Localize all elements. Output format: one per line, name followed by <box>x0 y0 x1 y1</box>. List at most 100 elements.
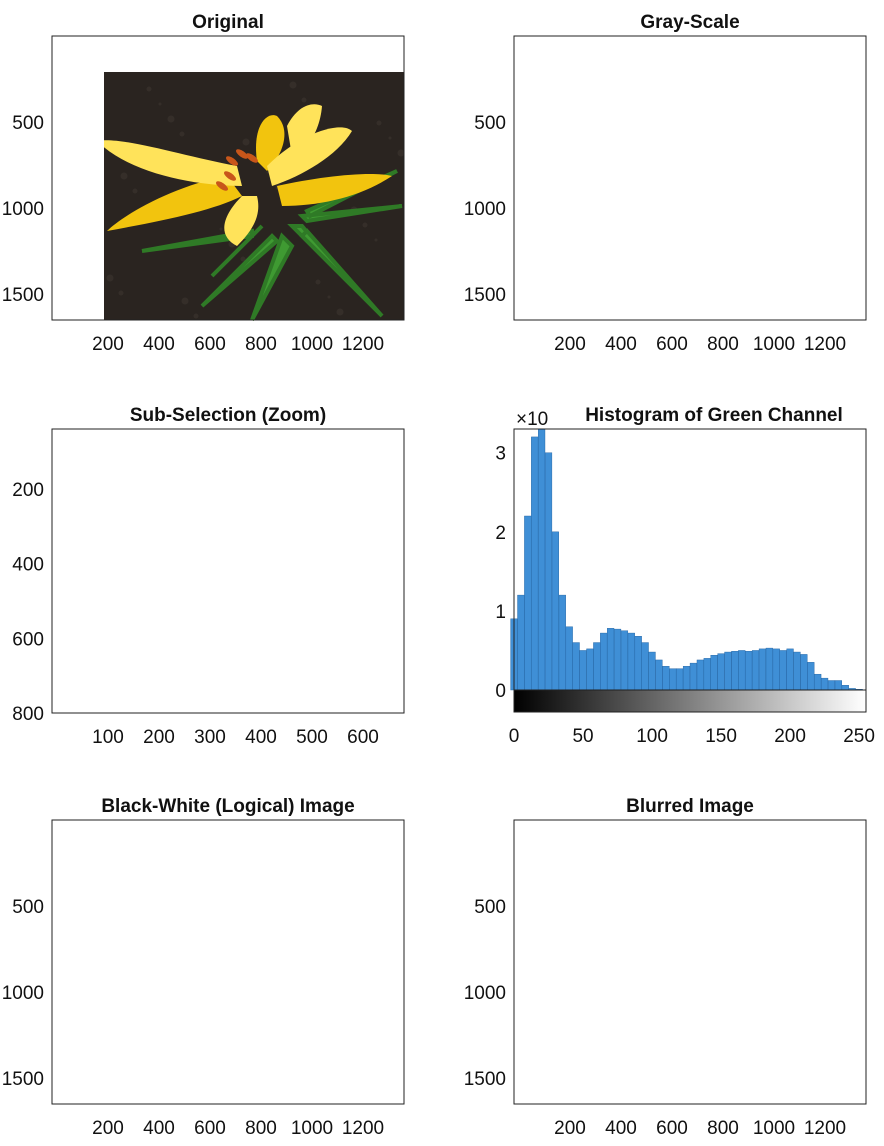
flower-group <box>52 819 402 1104</box>
x-tick-label: 600 <box>194 1118 226 1139</box>
soil-speck <box>84 80 87 83</box>
soil-speck <box>668 830 671 833</box>
flower-group <box>0 277 502 847</box>
soil-speck <box>119 1075 124 1080</box>
soil-speck <box>839 121 844 126</box>
panel-0: Original 200 400 600 800 1000 1200 500 1000 1500 <box>2 12 405 355</box>
leaf <box>604 231 714 251</box>
stamen <box>223 954 238 967</box>
soil-speck <box>595 973 600 978</box>
soil-speck <box>705 923 712 930</box>
soil-speck <box>132 188 138 194</box>
soil-speck <box>72 848 77 853</box>
y-tick-label: 1500 <box>464 1069 506 1090</box>
soil-speck <box>194 707 199 712</box>
y-tick-label: 500 <box>12 113 44 134</box>
histogram-bar <box>745 651 753 691</box>
axes-box <box>51 819 405 1105</box>
soil-speck <box>799 1093 806 1100</box>
x-tick-label: 1200 <box>342 1118 384 1139</box>
soil-speck <box>342 587 345 590</box>
histogram-bar <box>662 666 670 691</box>
y-tick-label: 500 <box>474 897 506 918</box>
leaf <box>564 37 604 55</box>
petal <box>210 437 267 549</box>
soil-speck <box>569 1059 576 1066</box>
soil-speck <box>569 275 576 282</box>
x-tick-label: 400 <box>245 727 277 748</box>
stamen <box>167 502 197 528</box>
soil-speck <box>159 496 162 499</box>
leaf <box>674 226 724 276</box>
soil-speck <box>717 155 722 160</box>
image-area <box>513 35 867 321</box>
soil-speck <box>776 898 779 901</box>
leaf <box>764 206 864 221</box>
soil-speck <box>60 832 67 839</box>
stamen <box>697 148 712 161</box>
soil-speck <box>607 205 610 208</box>
leaf <box>664 1020 739 1090</box>
soil-speck <box>560 1046 563 1049</box>
soil-speck <box>121 566 128 573</box>
stamen <box>226 156 238 166</box>
histogram-bar <box>710 655 718 691</box>
soil-speck <box>336 308 344 316</box>
image-area <box>513 819 867 1105</box>
soil-speck <box>180 525 185 530</box>
soil-speck <box>738 184 745 191</box>
histogram-bar <box>600 632 608 691</box>
panel-4: Black-White (Logical) Image 200 400 600 800 1… <box>2 796 405 1139</box>
x-tick-label: 200 <box>92 1118 124 1139</box>
histogram-bar <box>682 666 691 691</box>
soil-speck <box>215 843 222 850</box>
leaf <box>769 171 859 216</box>
soil-speck <box>375 1023 378 1026</box>
petal <box>569 960 704 1015</box>
soil-speck <box>776 114 779 117</box>
stamen <box>225 939 240 952</box>
soil-speck <box>168 900 175 907</box>
soil-speck <box>813 207 820 214</box>
x-tick-label: 1200 <box>804 334 846 355</box>
petal <box>287 888 322 940</box>
soil-speck <box>168 509 175 516</box>
image-content <box>513 35 867 321</box>
soil-speck <box>158 102 162 106</box>
histogram-bar <box>648 651 656 691</box>
x-tick-label: 600 <box>656 334 688 355</box>
stamen <box>215 964 230 977</box>
soil-speck <box>860 150 867 157</box>
soil-speck <box>146 86 152 92</box>
axes-box <box>513 35 867 321</box>
soil-speck <box>106 274 114 282</box>
soil-speck <box>752 82 759 89</box>
stamen <box>677 964 692 977</box>
soil-speck <box>560 262 563 265</box>
stamen <box>687 155 702 168</box>
soil-speck <box>159 887 162 890</box>
soil-speck <box>121 957 128 964</box>
soil-speck <box>167 115 175 123</box>
soil-speck <box>98 262 101 265</box>
soil-speck <box>691 241 698 248</box>
petal <box>107 176 242 231</box>
soil-speck <box>790 296 793 299</box>
axes-box <box>51 428 405 714</box>
soil-speck <box>656 1098 661 1103</box>
histogram-bar <box>655 659 663 691</box>
stamen <box>235 932 250 945</box>
soil-speck <box>255 939 260 944</box>
leaf <box>282 659 402 779</box>
soil-speck <box>194 1098 199 1103</box>
soil-speck <box>691 1025 698 1032</box>
leaf <box>714 1020 754 1104</box>
leaf <box>754 226 814 286</box>
panel-title: Black-White (Logical) Image <box>101 796 354 817</box>
x-tick-label: 1200 <box>804 1118 846 1139</box>
axes-box <box>51 35 405 321</box>
petal <box>277 174 392 206</box>
x-tick-label: 1000 <box>753 334 795 355</box>
soil-speck <box>314 507 317 510</box>
stamen <box>687 939 702 952</box>
